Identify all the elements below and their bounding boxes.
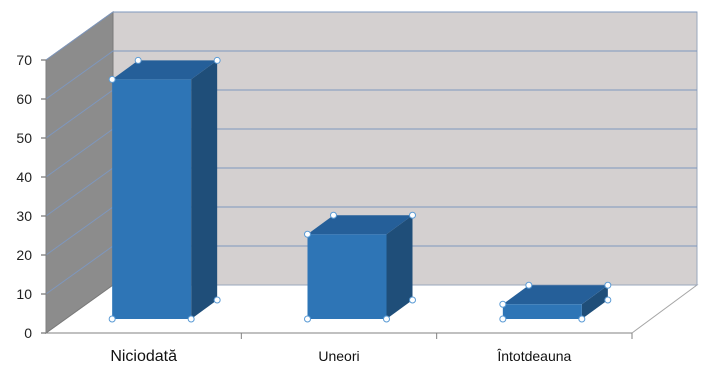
- selection-handle: [409, 211, 416, 219]
- x-category-label: Întotdeauna: [496, 348, 571, 364]
- selection-handle: [304, 315, 311, 323]
- y-tick-label: 10: [16, 286, 32, 302]
- selection-handle: [108, 315, 116, 323]
- bar-top: [307, 215, 413, 235]
- bar: [112, 79, 192, 319]
- selection-handle: [383, 315, 390, 323]
- y-tick-label: 70: [16, 52, 32, 68]
- bar-side: [191, 60, 218, 320]
- bar-side: [386, 215, 413, 319]
- bar-top: [112, 60, 218, 80]
- selection-handle: [134, 56, 142, 64]
- gridline: [45, 11, 697, 61]
- selection-handle: [499, 315, 507, 323]
- selection-handle: [213, 296, 221, 304]
- selection-handle: [213, 56, 221, 64]
- y-tick-label: 50: [16, 130, 32, 146]
- selection-handle: [578, 315, 586, 323]
- bar: [307, 234, 387, 319]
- selection-handle: [330, 211, 337, 219]
- y-tick-label: 60: [16, 91, 32, 107]
- selection-handle: [187, 315, 195, 323]
- selection-handle: [604, 296, 612, 304]
- gridline: [45, 50, 697, 100]
- y-tick-label: 20: [16, 247, 32, 263]
- selection-handle: [604, 281, 612, 289]
- selection-handle: [108, 75, 116, 83]
- selection-handle: [525, 281, 533, 289]
- bar: [502, 304, 582, 319]
- selection-handle: [304, 230, 311, 238]
- y-tick-label: 30: [16, 208, 32, 224]
- chart-side-wall: [45, 11, 114, 334]
- bar-top: [502, 285, 608, 305]
- y-tick-label: 40: [16, 169, 32, 185]
- bar-side: [581, 285, 608, 319]
- selection-handle: [409, 296, 416, 304]
- y-tick-label: 0: [24, 325, 32, 341]
- x-category-label: Uneori: [318, 348, 359, 364]
- x-category-label: Niciodată: [110, 348, 177, 365]
- selection-handle: [499, 300, 507, 308]
